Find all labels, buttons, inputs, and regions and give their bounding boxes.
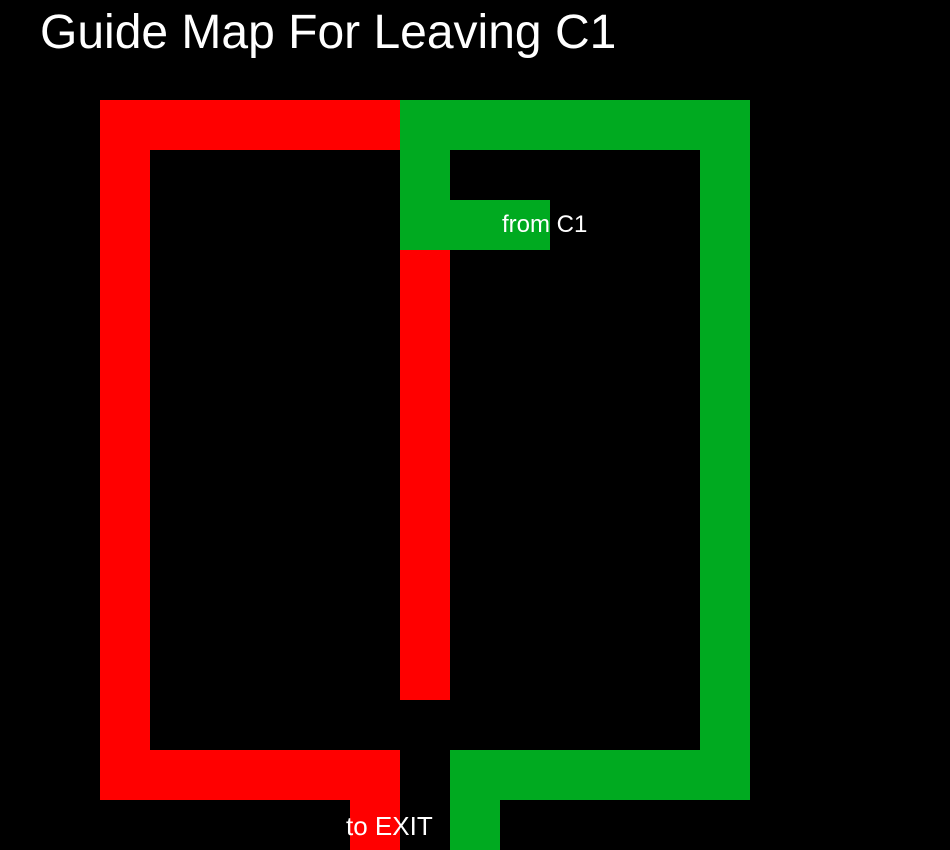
start-label: from C1 xyxy=(502,211,588,238)
green-route-exit-stub xyxy=(450,750,500,850)
green-route-bottom xyxy=(450,750,750,800)
exit-label: to EXIT xyxy=(346,811,433,841)
red-route-top xyxy=(100,100,400,150)
green-route-top xyxy=(400,100,750,150)
map-title: Guide Map For Leaving C1 xyxy=(40,6,617,59)
red-route-middle xyxy=(400,250,450,700)
green-route-right xyxy=(700,100,750,800)
green-route-start-spur xyxy=(400,200,550,250)
red-route-exit-stub xyxy=(350,750,400,850)
red-route-left xyxy=(100,100,150,800)
